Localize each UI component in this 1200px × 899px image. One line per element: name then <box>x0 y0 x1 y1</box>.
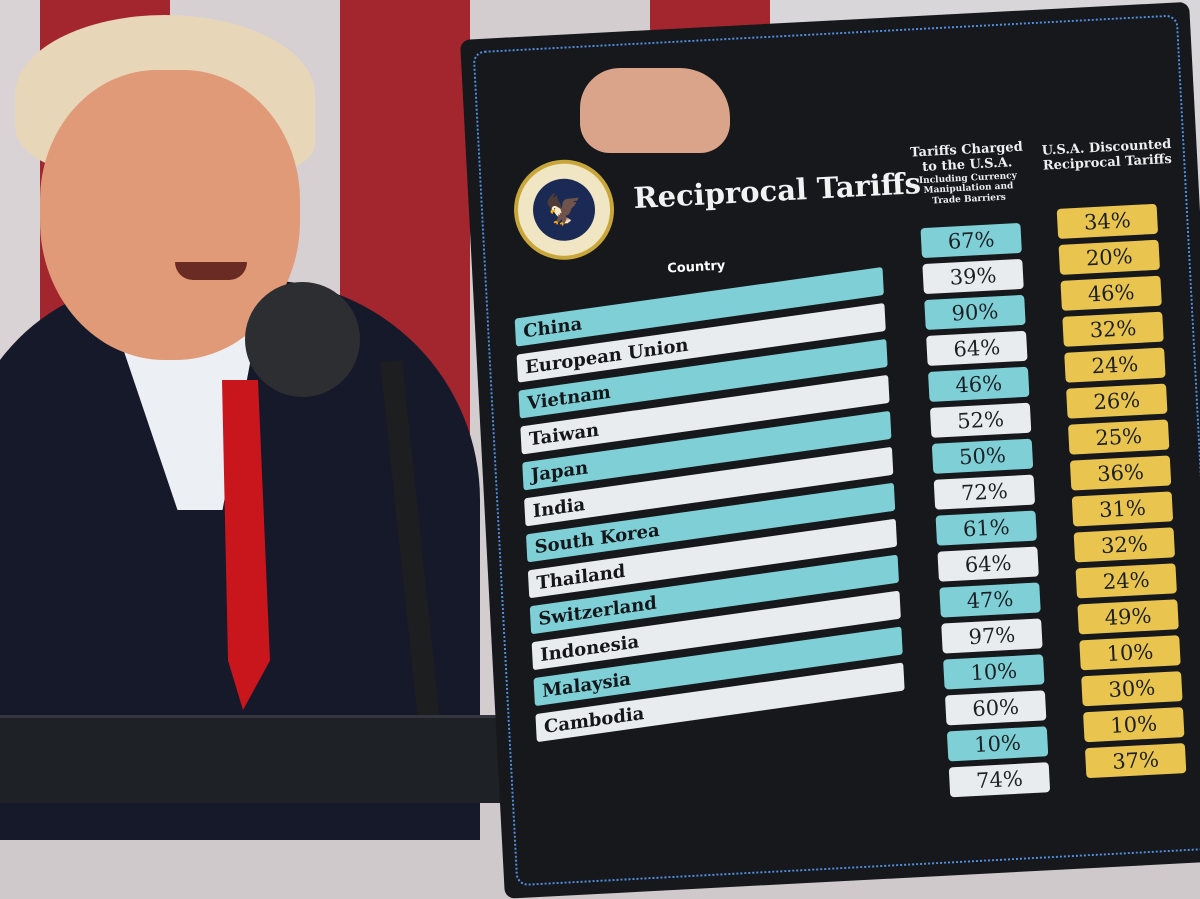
tariff-charged-cell: 10% <box>943 654 1045 690</box>
discounted-tariff-cell: 32% <box>1073 527 1176 563</box>
eagle-icon: 🦅 <box>531 177 597 243</box>
discounted-tariff-cell: 10% <box>1079 635 1181 671</box>
discounted-tariff-cell: 46% <box>1060 275 1162 311</box>
tariff-charged-cell: 60% <box>944 690 1047 726</box>
hand <box>580 68 730 153</box>
tariff-charged-cell: 67% <box>920 222 1022 259</box>
discounted-tariff-cell: 24% <box>1064 347 1166 383</box>
discounted-tariff-cell: 37% <box>1084 743 1187 779</box>
discounted-tariff-cell: 32% <box>1062 311 1164 347</box>
tariff-charged-cell: 90% <box>924 294 1026 331</box>
discounted-tariff-cell: 10% <box>1083 707 1185 743</box>
tariffs-subheader: Including Currency Manipulation and Trad… <box>918 170 1018 207</box>
discounted-tariff-cell: 31% <box>1071 491 1174 527</box>
country-header: Country <box>666 258 726 277</box>
discounted-tariff-cell: 26% <box>1066 383 1168 419</box>
tariffs-header-text: Tariffs Charged to the U.S.A. <box>909 139 1024 175</box>
discounted-tariff-cell: 25% <box>1067 419 1170 455</box>
discounted-tariff-cell: 36% <box>1069 455 1172 491</box>
discounted-tariff-cell: 49% <box>1077 599 1179 635</box>
tariff-board: 🦅 Reciprocal Tariffs Country Tariffs Cha… <box>460 1 1200 899</box>
tariff-charged-cell: 10% <box>946 726 1049 762</box>
speaker-mouth <box>175 262 247 280</box>
tariff-charged-cell: 72% <box>933 474 1036 510</box>
microphone <box>245 282 360 397</box>
tariff-charged-cell: 39% <box>922 258 1024 295</box>
tariff-charged-cell: 97% <box>941 618 1043 654</box>
discounted-tariff-cell: 20% <box>1058 239 1160 275</box>
tariff-charged-cell: 52% <box>929 402 1032 438</box>
tariff-charged-cell: 61% <box>935 510 1037 546</box>
tariff-charged-cell: 47% <box>939 582 1041 618</box>
tariff-charged-cell: 50% <box>931 438 1034 474</box>
discounted-tariff-cell: 24% <box>1075 563 1177 599</box>
tariff-charged-cell: 64% <box>937 546 1039 582</box>
discounted-tariff-cell: 34% <box>1056 203 1159 239</box>
tariff-charged-cell: 64% <box>926 330 1028 366</box>
tariff-charged-cell: 74% <box>948 762 1051 798</box>
tariffs-header: Tariffs Charged to the U.S.A. Including C… <box>906 139 1029 208</box>
tariff-charged-cell: 46% <box>928 366 1030 402</box>
discounted-tariff-cell: 30% <box>1081 671 1183 707</box>
